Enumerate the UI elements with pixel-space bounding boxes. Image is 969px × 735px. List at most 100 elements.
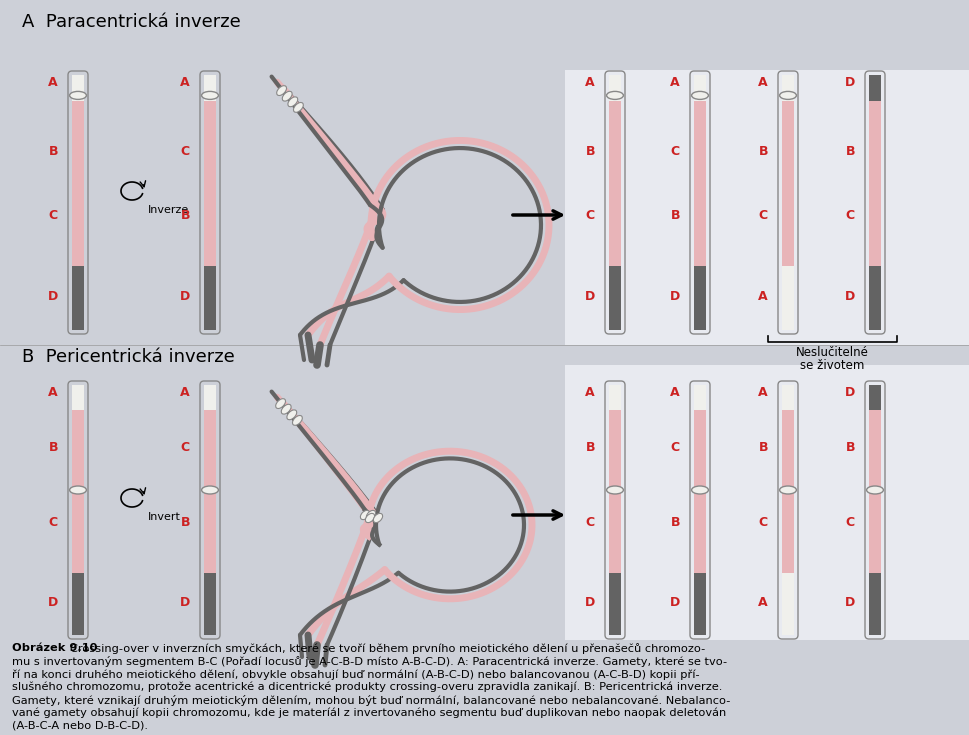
Text: A: A (180, 76, 190, 89)
Bar (781, 75, 794, 101)
Bar (203, 266, 216, 330)
Bar (609, 101, 620, 266)
Text: B: B (758, 441, 767, 454)
Text: Obrázek 9.10: Obrázek 9.10 (12, 643, 98, 653)
Text: C: C (585, 209, 594, 222)
Bar (693, 573, 705, 635)
Bar (693, 410, 705, 573)
Bar (72, 385, 84, 410)
Ellipse shape (606, 486, 623, 494)
Bar (868, 385, 880, 410)
Text: D: D (844, 596, 854, 609)
Text: C: C (48, 516, 58, 529)
Text: ří na konci druhého meiotického dělení, obvykle obsahují buď normální (A-B-C-D) : ří na konci druhého meiotického dělení, … (12, 669, 699, 679)
Text: D: D (584, 596, 594, 609)
Text: vané gamety obsahují kopii chromozomu, kde je materíál z invertovaného segmentu : vané gamety obsahují kopii chromozomu, k… (12, 708, 726, 719)
Bar (72, 410, 84, 573)
Ellipse shape (202, 91, 218, 99)
Ellipse shape (293, 415, 302, 426)
Text: B: B (585, 441, 594, 454)
Bar (868, 266, 880, 330)
Text: C: C (671, 441, 679, 454)
Text: Neslučitelné: Neslučitelné (796, 346, 868, 359)
Bar (693, 266, 705, 330)
Text: B: B (758, 145, 767, 158)
Ellipse shape (691, 91, 707, 99)
Text: Invert: Invert (148, 512, 180, 522)
Text: A: A (180, 386, 190, 399)
Bar (203, 101, 216, 266)
Bar (868, 75, 880, 101)
Ellipse shape (70, 91, 86, 99)
Bar (609, 385, 620, 410)
Text: B: B (180, 209, 190, 222)
Bar (781, 385, 794, 410)
Text: A: A (670, 386, 679, 399)
Text: C: C (758, 516, 767, 529)
Text: C: C (758, 209, 767, 222)
Ellipse shape (282, 91, 292, 101)
Text: B: B (585, 145, 594, 158)
Text: D: D (669, 596, 679, 609)
Text: B: B (48, 145, 58, 158)
Text: D: D (844, 290, 854, 304)
Ellipse shape (202, 486, 218, 494)
Text: A: A (758, 290, 767, 304)
Text: A: A (48, 76, 58, 89)
Text: C: C (180, 441, 190, 454)
Text: C: C (48, 209, 58, 222)
Bar (781, 266, 794, 330)
Ellipse shape (70, 486, 86, 494)
Text: A: A (584, 76, 594, 89)
Text: A: A (758, 596, 767, 609)
Bar (693, 75, 705, 101)
Bar (203, 573, 216, 635)
Ellipse shape (275, 398, 285, 409)
Bar (781, 101, 794, 266)
Text: (A-B-C-A nebo D-B-C-D).: (A-B-C-A nebo D-B-C-D). (12, 721, 148, 731)
Bar (72, 573, 84, 635)
Text: D: D (47, 290, 58, 304)
Ellipse shape (606, 91, 623, 99)
Text: D: D (47, 596, 58, 609)
Text: A: A (48, 386, 58, 399)
Text: Crossing-over v inverzních smyčkách, které se tvoří během prvního meiotického dě: Crossing-over v inverzních smyčkách, kte… (70, 643, 704, 654)
Ellipse shape (276, 86, 286, 96)
Bar (203, 75, 216, 101)
Text: B: B (48, 441, 58, 454)
Text: A  Paracentrická inverze: A Paracentrická inverze (22, 13, 240, 31)
Text: A: A (670, 76, 679, 89)
Bar (203, 410, 216, 573)
Text: C: C (180, 145, 190, 158)
Text: B: B (670, 209, 679, 222)
Bar (609, 410, 620, 573)
Text: D: D (179, 596, 190, 609)
Bar (609, 573, 620, 635)
Ellipse shape (865, 486, 883, 494)
Ellipse shape (373, 513, 382, 523)
Text: C: C (845, 516, 854, 529)
Ellipse shape (360, 510, 369, 520)
Ellipse shape (365, 513, 374, 523)
Text: A: A (584, 386, 594, 399)
Text: Inverze: Inverze (148, 205, 189, 215)
Text: C: C (585, 516, 594, 529)
Bar (72, 101, 84, 266)
Text: C: C (671, 145, 679, 158)
Text: D: D (179, 290, 190, 304)
Ellipse shape (779, 91, 796, 99)
Text: D: D (669, 290, 679, 304)
Bar (868, 101, 880, 266)
Bar (609, 266, 620, 330)
Text: D: D (584, 290, 594, 304)
Ellipse shape (288, 97, 297, 107)
Bar (781, 410, 794, 573)
Text: B: B (670, 516, 679, 529)
Text: slušného chromozomu, protože acentrické a dicentrické produkty crossing-overu zp: slušného chromozomu, protože acentrické … (12, 682, 722, 692)
Bar (72, 266, 84, 330)
Text: mu s invertovaným segmentem B-C (Pořadí locusů je A-C-B-D místo A-B-C-D). A: Par: mu s invertovaným segmentem B-C (Pořadí … (12, 656, 727, 667)
Bar (868, 410, 880, 573)
FancyBboxPatch shape (564, 70, 969, 345)
Text: D: D (844, 386, 854, 399)
Text: Gamety, které vznikají druhým meiotickým dělením, mohou být buď normální, balanc: Gamety, které vznikají druhým meiotickým… (12, 695, 730, 706)
